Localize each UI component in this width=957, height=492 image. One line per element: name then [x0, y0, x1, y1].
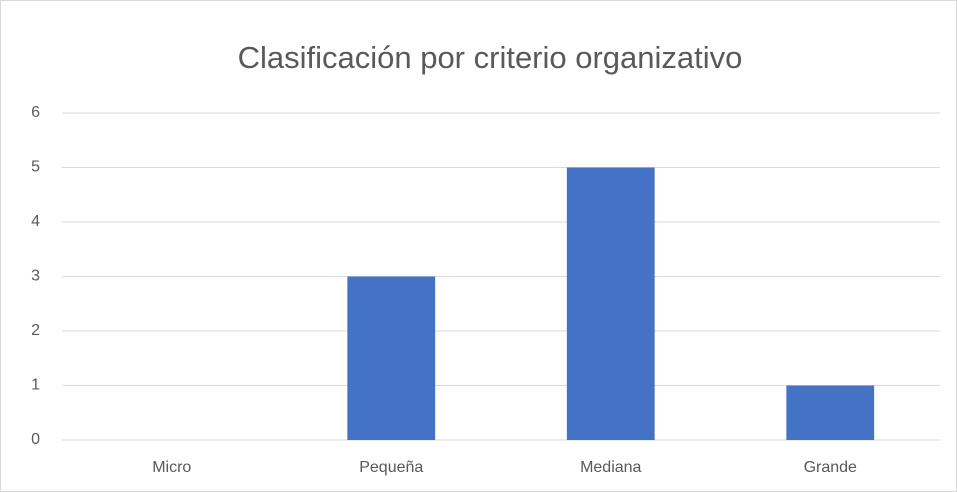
y-tick-label: 4 — [31, 213, 40, 230]
bar — [347, 276, 436, 440]
y-tick-label: 5 — [31, 159, 40, 176]
x-tick-label: Grande — [804, 459, 857, 476]
x-tick-label: Mediana — [580, 459, 641, 476]
y-tick-label: 6 — [31, 104, 40, 121]
x-tick-label: Micro — [152, 459, 191, 476]
bar — [566, 167, 655, 440]
y-tick-label: 2 — [31, 322, 40, 339]
y-tick-label: 0 — [31, 431, 40, 448]
y-tick-label: 3 — [31, 268, 40, 285]
x-tick-label: Pequeña — [359, 459, 423, 476]
y-tick-label: 1 — [31, 377, 40, 394]
chart-title: Clasificación por criterio organizativo — [238, 40, 743, 75]
bar — [786, 385, 875, 440]
